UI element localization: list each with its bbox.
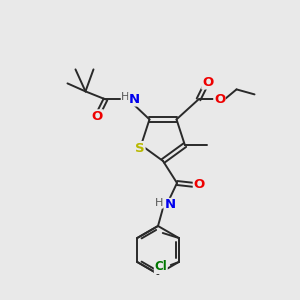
Text: H: H — [155, 198, 163, 208]
Text: H: H — [121, 92, 130, 102]
Text: N: N — [129, 93, 140, 106]
Text: S: S — [135, 142, 145, 154]
Text: O: O — [202, 76, 213, 89]
Text: O: O — [214, 93, 225, 106]
Text: O: O — [92, 110, 103, 123]
Text: O: O — [194, 178, 205, 191]
Text: N: N — [164, 199, 175, 212]
Text: Cl: Cl — [154, 260, 167, 274]
